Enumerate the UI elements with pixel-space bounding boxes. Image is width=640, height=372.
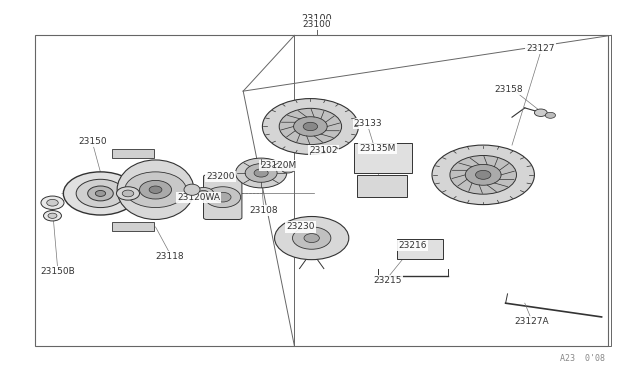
Circle shape — [44, 211, 61, 221]
Text: 23108: 23108 — [250, 206, 278, 215]
Circle shape — [450, 155, 516, 194]
Text: 23158: 23158 — [495, 85, 523, 94]
Circle shape — [48, 213, 57, 218]
Circle shape — [275, 217, 349, 260]
Circle shape — [282, 166, 294, 173]
Circle shape — [125, 172, 186, 208]
Circle shape — [476, 170, 491, 179]
Circle shape — [236, 158, 287, 188]
Circle shape — [262, 99, 358, 154]
Circle shape — [304, 234, 319, 243]
Circle shape — [279, 108, 342, 145]
Circle shape — [214, 192, 231, 202]
Circle shape — [534, 109, 547, 116]
Circle shape — [122, 190, 134, 197]
Text: 23230: 23230 — [287, 222, 315, 231]
Ellipse shape — [184, 184, 200, 195]
Text: 23150: 23150 — [79, 137, 107, 146]
Text: 23120M: 23120M — [260, 161, 296, 170]
Text: 23150B: 23150B — [40, 267, 75, 276]
Circle shape — [88, 186, 113, 201]
Circle shape — [254, 169, 268, 177]
Bar — [35, 35, 608, 346]
Circle shape — [47, 199, 58, 206]
Bar — [112, 222, 154, 231]
Circle shape — [245, 164, 277, 182]
Text: 23100: 23100 — [301, 14, 332, 24]
Text: 23118: 23118 — [156, 252, 184, 261]
Ellipse shape — [117, 160, 194, 219]
Circle shape — [95, 190, 106, 196]
FancyBboxPatch shape — [204, 175, 242, 219]
Circle shape — [193, 187, 214, 199]
Text: 23133: 23133 — [354, 119, 382, 128]
Bar — [357, 175, 407, 197]
Circle shape — [432, 145, 534, 205]
Circle shape — [63, 172, 138, 215]
Bar — [354, 143, 412, 173]
Text: 23102: 23102 — [309, 146, 337, 155]
Text: 23120WA: 23120WA — [177, 193, 220, 202]
Circle shape — [205, 187, 241, 208]
Circle shape — [149, 186, 162, 193]
Circle shape — [303, 122, 317, 131]
Text: 23127: 23127 — [527, 44, 555, 53]
Text: 23215: 23215 — [373, 276, 401, 285]
Circle shape — [465, 164, 501, 185]
Text: 23100: 23100 — [303, 20, 331, 29]
Circle shape — [41, 196, 64, 209]
Text: 23200: 23200 — [207, 172, 235, 181]
Circle shape — [294, 117, 327, 136]
Circle shape — [116, 187, 140, 200]
Circle shape — [545, 112, 556, 118]
Text: 23135M: 23135M — [360, 144, 396, 153]
Text: 23216: 23216 — [399, 241, 427, 250]
Circle shape — [198, 190, 209, 196]
Bar — [112, 149, 154, 158]
Circle shape — [76, 179, 125, 208]
Bar — [397, 239, 443, 259]
Text: A23  0'08: A23 0'08 — [560, 354, 605, 363]
Text: 23127A: 23127A — [514, 317, 548, 326]
Circle shape — [140, 180, 172, 199]
Circle shape — [292, 227, 331, 249]
Bar — [294, 35, 611, 346]
